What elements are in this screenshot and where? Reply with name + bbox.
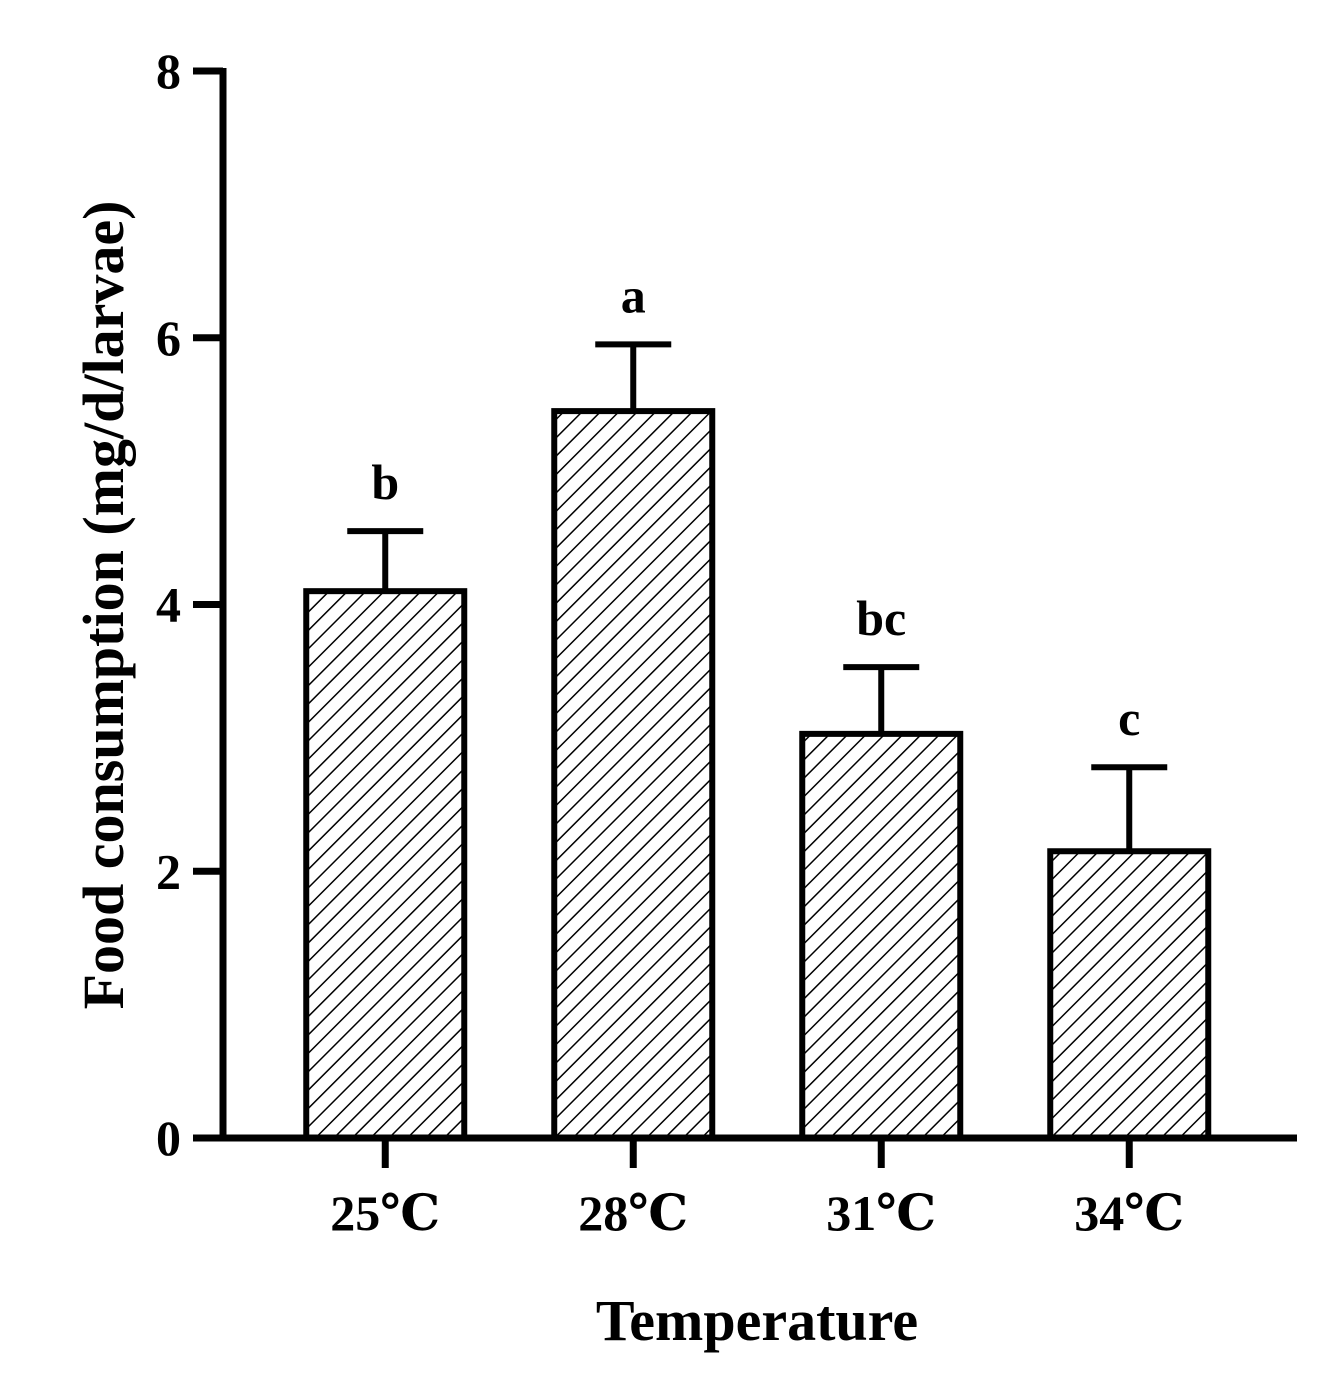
bar [1047, 848, 1212, 1142]
bar [551, 408, 716, 1141]
y-axis-title: Food consumption (mg/d/larvae) [71, 201, 136, 1010]
significance-label: bc [856, 590, 906, 646]
bar [799, 730, 964, 1142]
x-tick-label: 34℃ [1074, 1185, 1184, 1241]
significance-label: b [371, 454, 399, 510]
x-axis-ticks: 25℃ 28℃ 31℃ 34℃ [330, 1138, 1184, 1241]
y-tick-label: 4 [156, 577, 181, 633]
x-tick-label: 31℃ [826, 1185, 936, 1241]
bars-group [303, 408, 1212, 1142]
y-tick-label: 8 [156, 43, 181, 99]
x-axis-title: Temperature [596, 1288, 918, 1353]
error-bars-group [347, 341, 1168, 852]
y-tick-label: 6 [156, 310, 181, 366]
x-tick-label: 28℃ [578, 1185, 688, 1241]
x-tick-label: 25℃ [330, 1185, 440, 1241]
y-tick-label: 2 [156, 843, 181, 899]
significance-labels-group: b a bc c [371, 267, 1140, 746]
significance-label: a [621, 267, 646, 323]
y-tick-label: 0 [156, 1110, 181, 1166]
y-axis-ticks: 0 2 4 6 8 [156, 43, 223, 1166]
bar [303, 588, 468, 1141]
significance-label: c [1118, 690, 1140, 746]
